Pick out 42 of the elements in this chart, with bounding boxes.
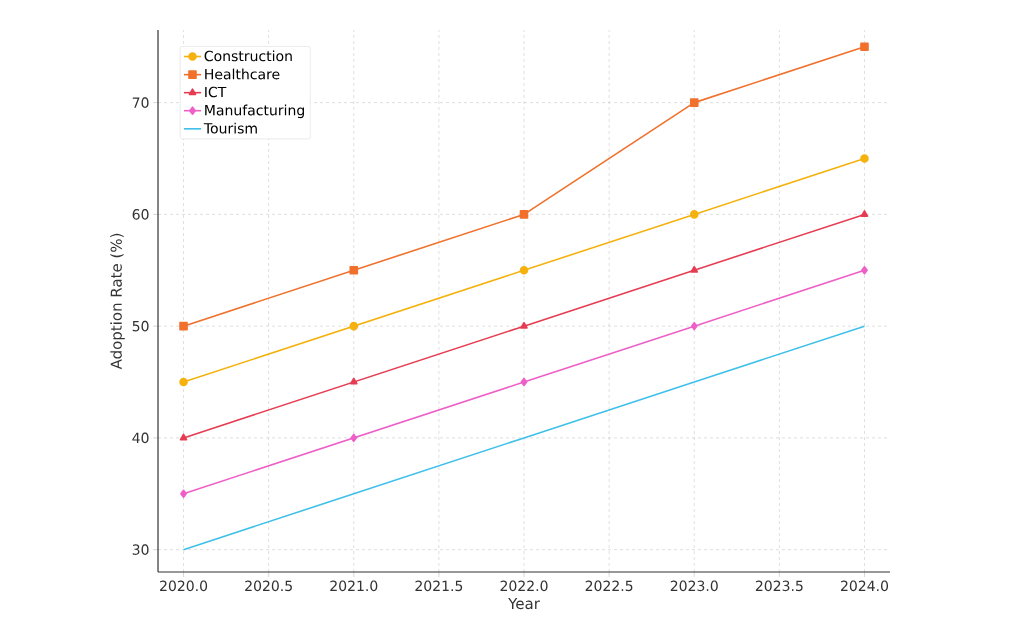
x-tick-label: 2021.5	[415, 580, 463, 592]
x-tick-label: 2024.0	[841, 580, 889, 592]
legend-label: Construction	[204, 50, 292, 62]
legend-label: Manufacturing	[205, 104, 304, 119]
x-tick-label: 2023.5	[755, 580, 803, 592]
point	[860, 210, 869, 217]
legend-label: ICT	[205, 86, 227, 98]
y-tick-label: 70	[132, 97, 149, 108]
point	[689, 210, 699, 219]
x-tick-label: 2022.0	[500, 580, 548, 592]
point	[350, 433, 358, 443]
point	[519, 210, 529, 219]
y-tick-label: 40	[132, 432, 149, 444]
y-tick-label: 50	[132, 320, 149, 332]
point	[690, 321, 698, 331]
x-axis-title: Year	[508, 597, 540, 610]
point	[690, 265, 699, 273]
point	[179, 321, 188, 331]
point	[520, 321, 528, 329]
point	[860, 42, 869, 52]
x-tick-label: 2022.5	[585, 580, 633, 592]
point	[180, 489, 187, 499]
point	[349, 265, 359, 275]
point	[519, 265, 529, 275]
y-tick-label: 30	[132, 544, 149, 555]
y-tick-label: 60	[132, 209, 149, 220]
point	[860, 154, 869, 163]
point	[179, 433, 188, 441]
point	[520, 377, 528, 387]
x-tick-label: 2020.0	[160, 580, 208, 592]
x-tick-label: 2023.0	[670, 580, 718, 592]
point	[349, 377, 358, 385]
point	[179, 377, 188, 387]
x-tick-label: 2020.5	[245, 580, 292, 592]
legend-label: Tourism	[203, 122, 257, 134]
line-series	[182, 325, 866, 551]
point	[861, 265, 868, 275]
x-tick-label: 2021.0	[330, 580, 378, 592]
legend-label: Healthcare	[205, 68, 280, 80]
point	[349, 321, 359, 331]
y-axis-title: Adoption Rate (%)	[110, 233, 125, 370]
point	[689, 98, 699, 107]
